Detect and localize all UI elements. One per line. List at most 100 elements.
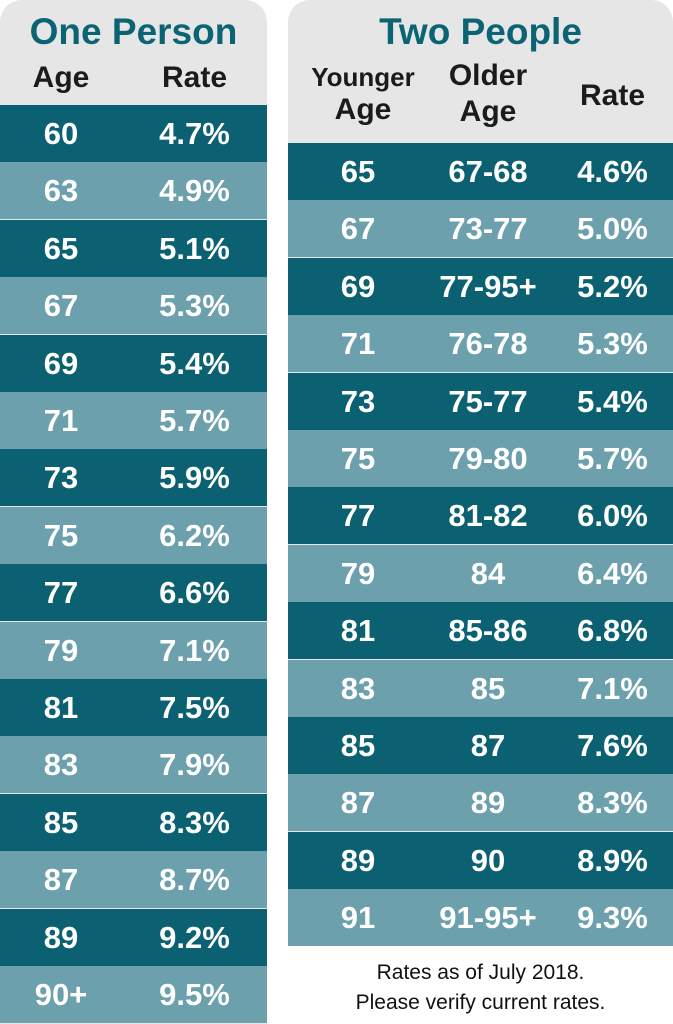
older-age-cell: 81-82	[448, 498, 528, 534]
age-cell: 75	[43, 517, 79, 553]
table-row: 73 75-77 5.4%	[288, 372, 673, 430]
age-cell: 79	[43, 632, 79, 668]
table-row: 77 6.6%	[0, 564, 267, 622]
two-people-rate-header: Rate	[579, 79, 646, 112]
two-people-title: Two People	[379, 11, 582, 52]
rate-cell: 6.0%	[577, 498, 648, 534]
rate-cell: 6.4%	[577, 555, 648, 591]
table-row: 71 76-78 5.3%	[288, 315, 673, 373]
table-row: 73 5.9%	[0, 449, 267, 507]
younger-age-cell: 89	[340, 842, 376, 878]
younger-age-header-line1: Younger	[311, 62, 415, 92]
rate-cell: 5.2%	[577, 268, 648, 304]
table-row: 81 7.5%	[0, 679, 267, 736]
age-cell: 90+	[34, 977, 88, 1012]
rate-cell: 7.5%	[159, 690, 230, 725]
rate-cell: 6.6%	[159, 575, 230, 611]
table-row: 81 85-86 6.8%	[288, 602, 673, 660]
table-row: 79 84 6.4%	[288, 544, 673, 602]
older-age-cell: 77-95+	[439, 268, 537, 304]
rate-cell: 5.3%	[159, 288, 230, 324]
older-age-cell: 76-78	[448, 326, 528, 362]
table-row: 83 7.9%	[0, 736, 267, 794]
age-cell: 71	[43, 403, 79, 438]
younger-age-cell: 87	[340, 785, 376, 821]
age-cell: 65	[43, 230, 79, 266]
rate-cell: 5.0%	[577, 211, 648, 247]
rate-cell: 8.7%	[159, 862, 230, 898]
older-age-cell: 67-68	[448, 154, 528, 189]
age-cell: 77	[43, 575, 79, 611]
one-person-panel: One Person Age Rate 60 4.7% 63 4.9% 65 5.1% 67…	[0, 0, 267, 1024]
rate-cell: 9.3%	[577, 900, 648, 936]
younger-age-cell: 69	[340, 268, 376, 304]
younger-age-cell: 83	[340, 670, 376, 706]
age-cell: 73	[43, 460, 79, 496]
age-cell: 81	[43, 690, 79, 725]
younger-age-cell: 75	[340, 441, 376, 476]
table-row: 60 4.7%	[0, 105, 267, 162]
table-row: 71 5.7%	[0, 392, 267, 449]
age-cell: 67	[43, 288, 79, 324]
older-age-cell: 91-95+	[439, 900, 537, 936]
age-cell: 89	[43, 919, 79, 955]
rate-cell: 7.1%	[159, 632, 230, 668]
older-age-cell: 84	[470, 555, 506, 591]
rate-cell: 5.4%	[577, 383, 648, 419]
rate-cell: 5.9%	[159, 460, 230, 496]
table-row: 75 6.2%	[0, 506, 267, 564]
footnote-line1: Rates as of July 2018.	[376, 961, 585, 984]
younger-age-cell: 79	[340, 555, 376, 591]
rate-cell: 4.9%	[159, 173, 230, 209]
table-row: 65 67-68 4.6%	[288, 143, 673, 200]
rate-cell: 4.7%	[159, 116, 230, 151]
older-age-header-line1: Older	[448, 59, 528, 92]
age-cell: 83	[43, 747, 79, 783]
rate-cell: 5.1%	[159, 230, 230, 266]
older-age-cell: 85-86	[448, 613, 528, 649]
age-cell: 60	[43, 116, 79, 151]
older-age-cell: 75-77	[448, 383, 528, 419]
younger-age-cell: 65	[340, 154, 376, 189]
rate-cell: 9.5%	[159, 977, 230, 1012]
rate-cell: 4.6%	[577, 154, 648, 189]
rate-cell: 8.3%	[159, 804, 230, 840]
table-row: 87 8.7%	[0, 851, 267, 909]
table-row: 77 81-82 6.0%	[288, 487, 673, 545]
table-row: 79 7.1%	[0, 621, 267, 679]
older-age-cell: 87	[470, 728, 506, 763]
table-row: 63 4.9%	[0, 162, 267, 220]
table-row: 67 5.3%	[0, 277, 267, 335]
age-cell: 87	[43, 862, 79, 898]
footnote: Rates as of July 2018. Please verify cur…	[288, 958, 673, 1018]
footnote-line2: Please verify current rates.	[355, 991, 606, 1014]
younger-age-cell: 67	[340, 211, 376, 247]
older-age-cell: 85	[470, 670, 506, 706]
table-row: 85 87 7.6%	[288, 717, 673, 774]
younger-age-cell: 85	[340, 728, 376, 763]
two-people-panel: Two People Younger Age Older Age Rate 65…	[288, 0, 673, 947]
table-row: 69 5.4%	[0, 334, 267, 392]
table-row: 87 89 8.3%	[288, 774, 673, 832]
table-row: 89 90 8.9%	[288, 831, 673, 889]
rate-cell: 7.9%	[159, 747, 230, 783]
older-age-cell: 89	[470, 785, 506, 821]
rate-cell: 9.2%	[159, 919, 230, 955]
older-age-header-line2: Age	[459, 95, 517, 128]
younger-age-cell: 71	[340, 326, 376, 362]
table-row: 75 79-80 5.7%	[288, 430, 673, 487]
age-header: Age	[32, 61, 90, 94]
table-row: 67 73-77 5.0%	[288, 200, 673, 258]
table-row: 65 5.1%	[0, 219, 267, 277]
one-person-title: One Person	[29, 11, 238, 52]
rate-cell: 7.1%	[577, 670, 648, 706]
age-cell: 69	[43, 345, 79, 381]
rate-cell: 5.7%	[159, 403, 230, 438]
rate-cell: 5.4%	[159, 345, 230, 381]
rate-header: Rate	[161, 61, 228, 94]
rate-cell: 6.8%	[577, 613, 648, 649]
table-row: 91 91-95+ 9.3%	[288, 889, 673, 947]
younger-age-header-line2: Age	[334, 93, 392, 126]
table-row: 89 9.2%	[0, 908, 267, 966]
rate-cell: 8.9%	[577, 842, 648, 878]
